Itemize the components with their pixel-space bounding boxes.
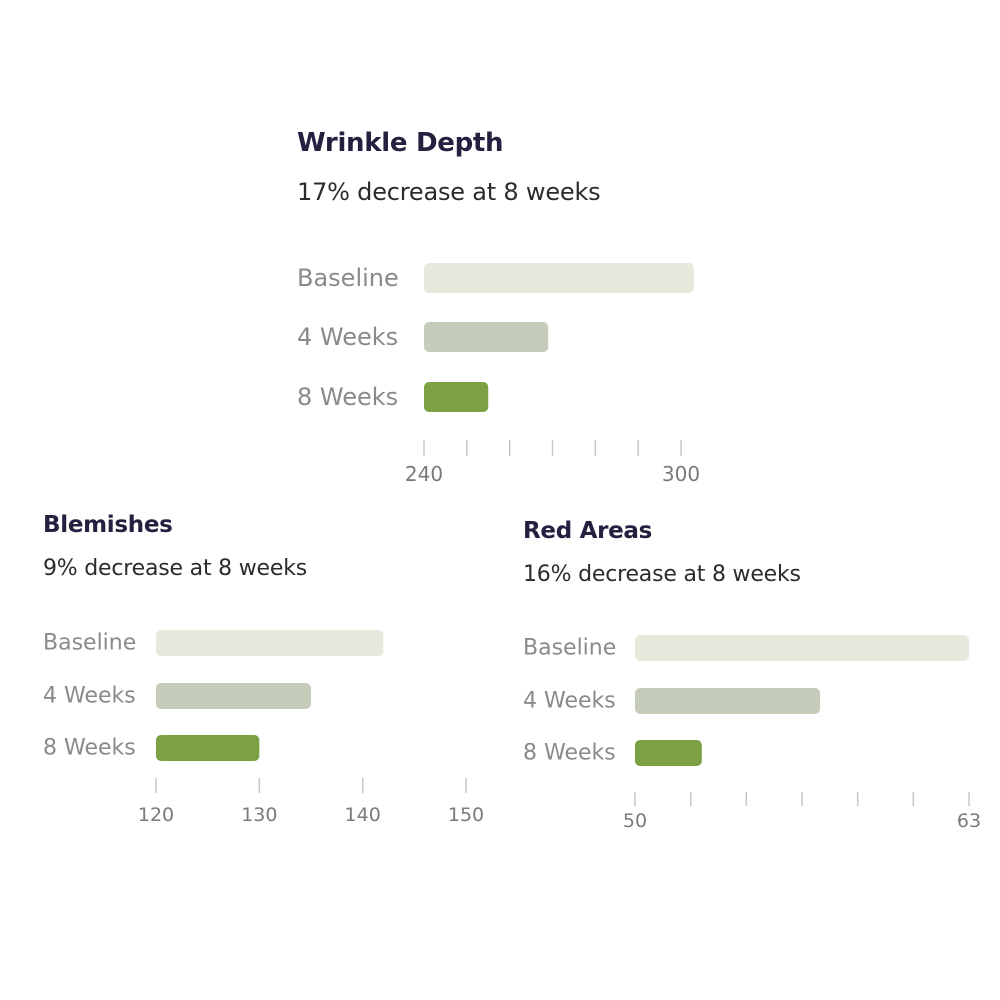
chart-wrinkle-depth: Wrinkle Depth 17% decrease at 8 weeks Ba… [297,128,700,486]
bar-baseline [635,635,969,661]
category-label: 8 Weeks [43,736,136,761]
category-label: Baseline [43,631,136,656]
tick-label: 140 [345,804,381,826]
chart-title: Wrinkle Depth [297,128,504,158]
tick-label: 120 [138,804,174,826]
bar-4-weeks [424,322,549,352]
category-label: Baseline [523,636,616,661]
category-label: 4 Weeks [43,684,136,709]
tick-label: 240 [405,462,443,486]
bar-8-weeks [156,735,260,761]
chart-subtitle: 16% decrease at 8 weeks [523,562,801,587]
chart-title: Blemishes [43,512,173,538]
bar-baseline [156,630,384,656]
tick-label: 50 [623,810,647,832]
category-label: 8 Weeks [523,741,616,766]
bar-8-weeks [424,382,489,412]
category-label: 4 Weeks [523,689,616,714]
bar-4-weeks [635,688,820,714]
tick-label: 63 [957,810,981,832]
category-label: 8 Weeks [297,383,398,411]
tick-label: 300 [662,462,700,486]
tick-label: 150 [448,804,484,826]
tick-label: 130 [241,804,277,826]
chart-title: Red Areas [523,518,653,544]
bar-4-weeks [156,683,311,709]
chart-plot-area: Baseline 4 Weeks 8 Weeks 240 300 [297,263,700,486]
chart-subtitle: 17% decrease at 8 weeks [297,178,601,206]
bar-baseline [424,263,694,293]
category-label: Baseline [297,264,399,292]
chart-subtitle: 9% decrease at 8 weeks [43,556,308,581]
category-label: 4 Weeks [297,323,398,351]
bar-8-weeks [635,740,702,766]
